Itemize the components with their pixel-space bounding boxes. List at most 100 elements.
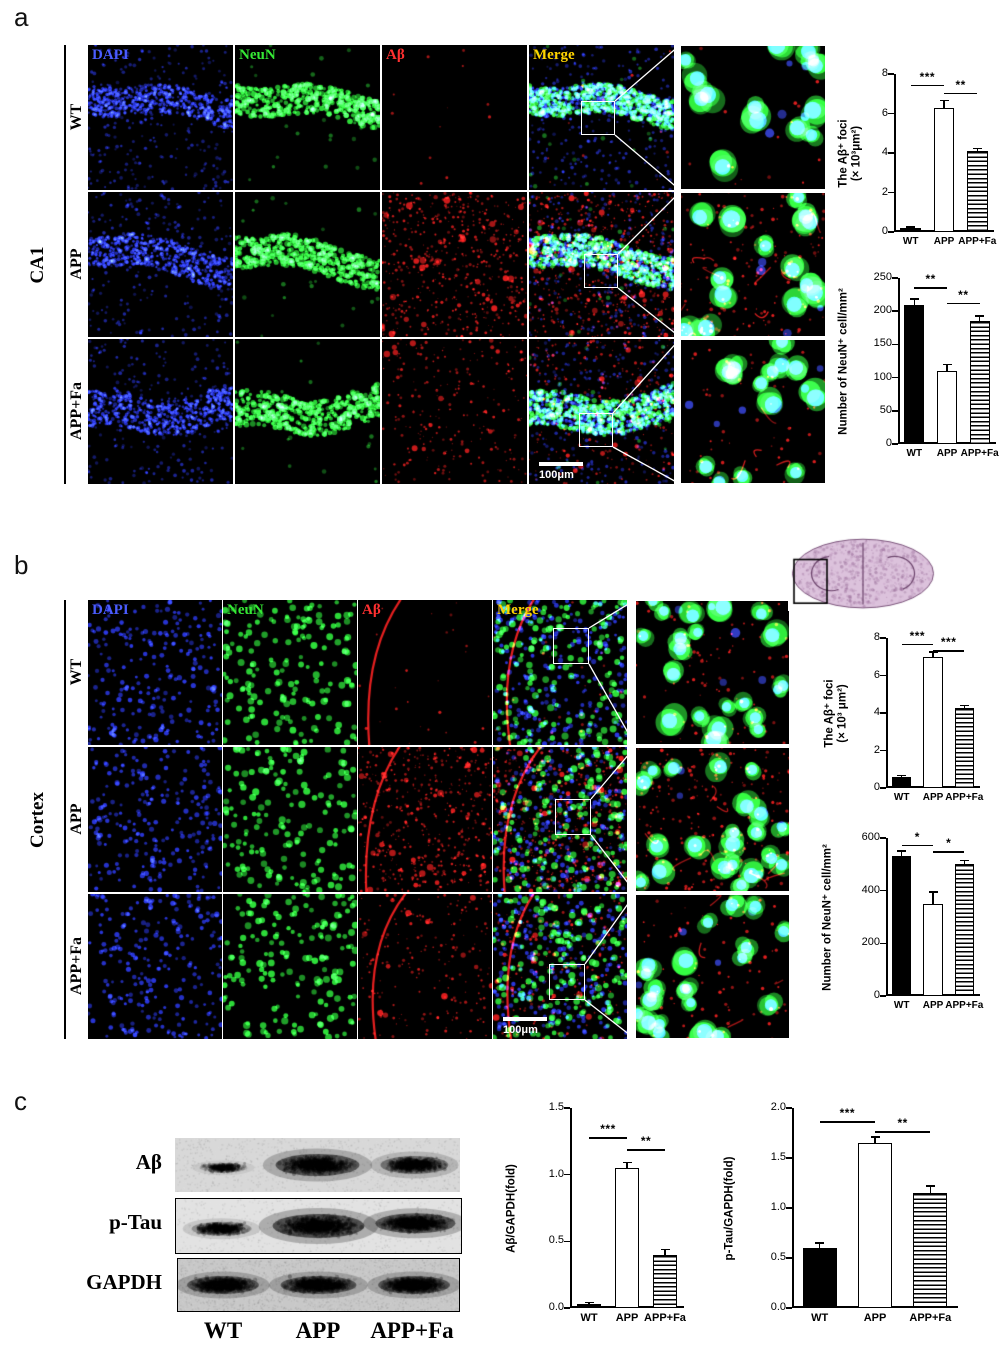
x-tick-label: APP+Fa [958, 236, 997, 247]
error-bar [963, 705, 966, 709]
micrograph-a-app-abeta [382, 192, 527, 337]
y-tick [888, 191, 894, 194]
y-tick-label: 0.0 [770, 1301, 786, 1313]
significance-stars: *** [909, 628, 926, 643]
error-bar-cap [975, 315, 985, 317]
bar-app [936, 370, 958, 444]
micrograph-canvas [223, 747, 357, 892]
y-tick [786, 1107, 792, 1109]
region-label-cortex: Cortex [27, 792, 48, 848]
error-bar [913, 299, 916, 305]
panel-a-chart-abeta-foci: The Aβ⁺ foci (× 10³μm²) 0 2 4 6 8 WT APP APP+Fa *… [838, 58, 1000, 264]
micrograph-canvas [635, 894, 790, 1039]
western-blot-abeta [175, 1138, 460, 1192]
bar-app [923, 656, 943, 788]
error-bar [932, 891, 934, 904]
bar-wt [891, 856, 912, 996]
x-tick-label: APP [922, 792, 944, 803]
micrograph-a-app-dapi [88, 192, 233, 337]
x-tick-label: WT [893, 1000, 910, 1011]
significance-line [944, 92, 978, 95]
y-tick [786, 1207, 792, 1209]
panel-c-chart-ptau-gapdh: p-Tau/GAPDH(fold) 0.0 0.5 1.0 1.5 2.0 WT APP APP… [722, 1092, 966, 1342]
micrograph-a-wt-neun: NeuN [235, 45, 380, 190]
y-tick-label: 0 [885, 437, 892, 449]
error-bar [943, 100, 945, 108]
error-bar-cap [906, 226, 916, 228]
zoom-region-box [584, 254, 618, 288]
significance-stars: *** [839, 1106, 856, 1120]
error-bar-cap [660, 1248, 670, 1251]
channel-label-abeta: Aβ [362, 602, 381, 618]
error-bar [818, 1243, 821, 1248]
bar-app [923, 903, 943, 996]
panel-b-row-label-app: APP [68, 803, 85, 835]
micrograph-canvas [88, 600, 222, 745]
significance-line [914, 287, 947, 289]
blot-label-abeta: Aβ [135, 1150, 162, 1174]
error-bar-cap [897, 774, 907, 776]
error-bar-cap [928, 891, 938, 893]
error-bar [664, 1249, 666, 1255]
significance-stars: *** [940, 635, 957, 650]
y-tick [892, 277, 898, 279]
significance-line [875, 1131, 931, 1133]
panel-a-row-label-app-fa: APP+Fa [68, 382, 85, 440]
micrograph-a-wt-dapi: DAPI [88, 45, 233, 190]
y-tick [888, 73, 894, 75]
y-axis-label: p-Tau/GAPDH(fold) [723, 1156, 736, 1261]
micrograph-canvas [680, 45, 826, 190]
y-tick [892, 343, 898, 346]
y-tick [786, 1157, 792, 1159]
error-bar [978, 315, 981, 322]
micrograph-a-wt-inset [680, 45, 826, 190]
panel-b-chart-neun-count: Number of NeuN⁺ cell/mm² 0 200 400 600 WT APP A… [820, 824, 998, 1030]
bar-wt [900, 228, 921, 232]
y-axis-label: Aβ/GAPDH(fold) [505, 1164, 518, 1253]
micrograph-canvas [235, 339, 380, 484]
channel-label-merge: Merge [533, 47, 575, 63]
error-bar-cap [942, 363, 952, 366]
micrograph-canvas [88, 894, 222, 1039]
bar-app-fa [913, 1193, 948, 1308]
error-bar [963, 860, 966, 865]
y-tick-label: 8 [881, 67, 888, 79]
micrograph-canvas [382, 192, 527, 337]
y-tick-label: 2 [873, 743, 880, 756]
brain-section-thumbnail [788, 533, 938, 611]
micrograph-canvas [88, 45, 233, 190]
y-tick [564, 1173, 570, 1176]
panel-b-row-label-app-fa: APP+Fa [68, 937, 85, 995]
scale-bar-label: 100μm [503, 1024, 538, 1036]
micrograph-a-app-neun [235, 192, 380, 337]
error-bar-cap [584, 1301, 594, 1304]
bar-wt [904, 304, 925, 444]
error-bar [900, 851, 903, 857]
micrograph-canvas [680, 192, 826, 337]
y-tick-label: 250 [873, 271, 892, 283]
y-tick-label: 50 [879, 403, 892, 416]
panel-a-row-label-wt: WT [68, 103, 85, 131]
zoom-region-box [549, 964, 585, 1000]
micrograph-a-app-fa-abeta [382, 339, 527, 484]
error-bar-cap [897, 850, 907, 852]
western-blot-ptau [175, 1198, 462, 1254]
blot-label-ptau: p-Tau [109, 1210, 162, 1234]
error-bar [932, 652, 934, 657]
y-tick [564, 1107, 570, 1109]
micrograph-b-wt-merge: Merge [493, 600, 627, 745]
y-tick-label: 8 [873, 631, 880, 643]
significance-line [933, 851, 965, 853]
significance-line [589, 1137, 627, 1139]
channel-label-merge: Merge [497, 602, 539, 618]
error-bar-cap [925, 1185, 935, 1187]
y-tick-label: 0.0 [548, 1301, 564, 1313]
y-tick-label: 1.5 [548, 1101, 564, 1113]
channel-label-neun: NeuN [227, 602, 264, 618]
y-tick-label: 200 [861, 936, 880, 949]
micrograph-a-app-fa-merge: 100μm [529, 339, 674, 484]
error-bar-cap [928, 651, 938, 653]
micrograph-a-app-inset [680, 192, 826, 337]
micrograph-canvas [382, 45, 527, 190]
error-bar [626, 1162, 628, 1168]
